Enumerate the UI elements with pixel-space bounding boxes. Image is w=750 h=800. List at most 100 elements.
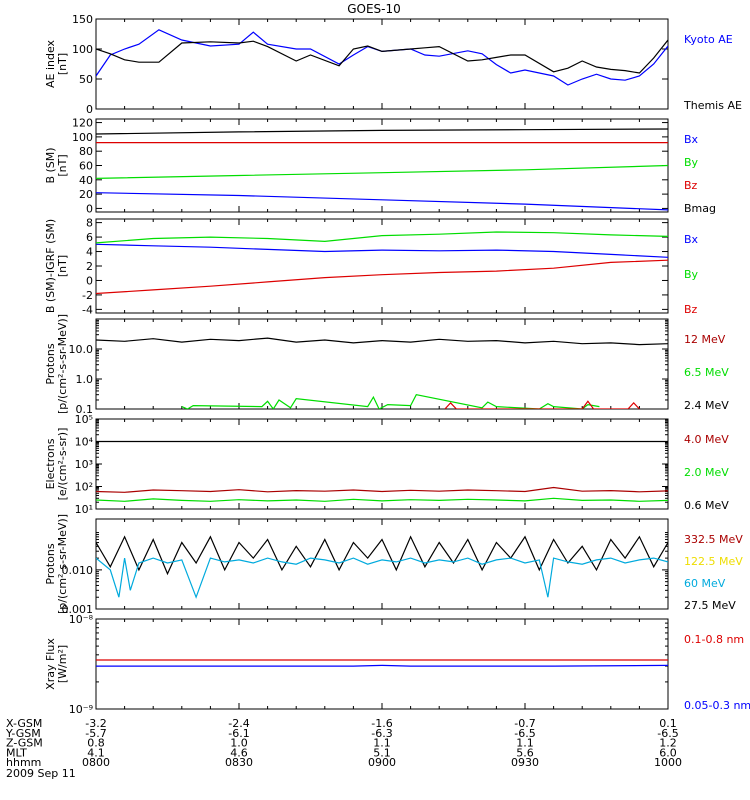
- panel-xray: 10⁻⁹ 10⁻⁸ Xray Flux [W/m²] 0.1-0.8 nm 0.05-0.…: [44, 613, 750, 716]
- x-tick-label: -1.6: [371, 717, 392, 730]
- y-axis-label: AE index: [44, 39, 57, 88]
- x-tick-label: 1.2: [659, 737, 677, 750]
- series-60-mev: [96, 557, 668, 599]
- x-tick-label: 1.1: [373, 737, 391, 750]
- y-tick-label: -2: [82, 289, 93, 302]
- series-bz: [96, 259, 668, 295]
- x-tick-label: -3.2: [85, 717, 106, 730]
- y-tick-label: 4: [86, 246, 93, 259]
- panel-bigrf: -4-2 024 68 B (SM)-IGRF (SM) [nT] Bx By Bz: [44, 217, 699, 317]
- y-tick-label: 40: [79, 174, 93, 187]
- panel-ae: 0 50 100 150 AE index [nT] Kyoto AE Themis AE: [44, 13, 742, 116]
- series-2-4-mev: [96, 337, 668, 346]
- y-tick-label: 10⁻⁹: [69, 703, 93, 716]
- series-by: [96, 231, 668, 244]
- y-tick-label: 6: [86, 231, 93, 244]
- legend-entry: 6.5 MeV: [684, 366, 729, 379]
- x-tick-label: -6.3: [371, 727, 392, 740]
- x-tick-label: 5.1: [373, 746, 391, 759]
- series-bx: [96, 243, 668, 258]
- x-tick-label: 1.1: [516, 737, 534, 750]
- x-tick-label: -6.5: [514, 727, 535, 740]
- plot-frame: [95, 18, 669, 110]
- legend-entry: Themis AE: [683, 99, 742, 112]
- y-tick-label: 60: [79, 160, 93, 173]
- plot-frame: [95, 218, 669, 314]
- y-tick-label: 10²: [75, 481, 93, 494]
- y-axis-units: [nT]: [56, 255, 69, 277]
- y-tick-label: 80: [79, 145, 93, 158]
- legend-entry: 2.0 MeV: [684, 466, 729, 479]
- y-axis-units: [p/(cm²-s-sr-MeV)]: [56, 314, 69, 414]
- legend-entry: 60 MeV: [684, 577, 726, 590]
- legend-entry: 27.5 MeV: [684, 599, 736, 612]
- y-tick-label: -4: [82, 303, 93, 316]
- legend-entry: 2.4 MeV: [684, 399, 729, 412]
- x-tick-label: -0.7: [514, 717, 535, 730]
- plot-frame: [95, 618, 669, 710]
- series-by: [96, 164, 668, 179]
- series-2-0-mev: [96, 497, 668, 502]
- panel-electrons: 10¹ 10² 10³ 10⁴ 10⁵ Electrons [e/(cm²-s-sr)] 4.…: [44, 413, 729, 516]
- x-tick-label: -2.4: [228, 717, 249, 730]
- y-tick-label: 0.010: [62, 564, 94, 577]
- y-axis-units: [p/(cm²-s-sr-MeV)]: [56, 514, 69, 614]
- y-tick-label: 0: [86, 103, 93, 116]
- x-row-label: Y-GSM: [5, 727, 41, 740]
- y-axis-units: [W/m²]: [56, 645, 69, 683]
- y-tick-label: 10¹: [75, 503, 93, 516]
- panel-protons1: 0.1 1.0 10.0 Protons [p/(cm²-s-sr-MeV)] 12 Me…: [44, 314, 729, 416]
- y-axis-label: Electrons: [44, 438, 57, 489]
- y-tick-label: 2: [86, 260, 93, 273]
- panel-protons2: 0.001 0.010 Protons [p/(cm²-s-sr-MeV)] 332.5…: [44, 514, 743, 616]
- y-axis-label: Protons: [44, 343, 57, 384]
- legend-entry: Bmag: [684, 202, 716, 215]
- y-axis-units: [e/(cm²-s-sr)]: [56, 428, 69, 501]
- x-row-label: MLT: [6, 746, 27, 759]
- x-tick-label: 4.6: [230, 746, 248, 759]
- legend-entry: 0.1-0.8 nm: [684, 633, 744, 646]
- x-tick-label: 0930: [511, 756, 539, 769]
- series-27-5-mev: [96, 535, 668, 576]
- y-tick-label: 100: [72, 131, 93, 144]
- series-6-5-mev: [181, 394, 600, 409]
- y-axis-label: B (SM): [44, 147, 57, 183]
- x-tick-label: -6.5: [657, 727, 678, 740]
- x-tick-label: 0.1: [659, 717, 677, 730]
- y-tick-label: 10⁵: [75, 413, 93, 426]
- legend-entry: Kyoto AE: [684, 33, 733, 46]
- x-row-label: hhmm: [6, 756, 41, 769]
- x-row-label: Z-GSM: [6, 737, 43, 750]
- y-axis-label: B (SM)-IGRF (SM): [44, 219, 57, 313]
- y-tick-label: 1.0: [76, 373, 94, 386]
- y-tick-label: 0.1: [76, 403, 94, 416]
- y-tick-label: 10⁻⁸: [69, 613, 94, 626]
- legend-entry: By: [684, 156, 699, 169]
- y-tick-label: 50: [79, 73, 93, 86]
- x-tick-label: -5.7: [85, 727, 106, 740]
- legend-entry: 0.05-0.3 nm: [684, 699, 750, 712]
- plot-frame: [95, 418, 669, 510]
- y-tick-label: 20: [79, 188, 93, 201]
- y-axis-label: Protons: [44, 543, 57, 584]
- y-tick-label: 10⁴: [75, 436, 94, 449]
- y-axis-units: [nT]: [56, 53, 69, 75]
- y-axis-units: [nT]: [56, 154, 69, 176]
- y-tick-label: 120: [72, 117, 93, 130]
- y-tick-label: 150: [72, 13, 93, 26]
- x-tick-label: 0800: [82, 756, 110, 769]
- legend-entry: 4.0 MeV: [684, 433, 729, 446]
- figure-title: GOES-10: [347, 2, 401, 16]
- legend-entry: By: [684, 268, 699, 281]
- legend-entry: 12 MeV: [684, 333, 726, 346]
- series-themis-ae: [96, 39, 668, 74]
- series-bmag: [96, 192, 668, 211]
- x-tick-label: -6.1: [228, 727, 249, 740]
- x-tick-label: 4.1: [87, 746, 105, 759]
- x-tick-label: 0.8: [87, 737, 105, 750]
- y-tick-label: 10³: [75, 458, 93, 471]
- x-tick-label: 5.6: [516, 746, 534, 759]
- x-tick-label: 1000: [654, 756, 682, 769]
